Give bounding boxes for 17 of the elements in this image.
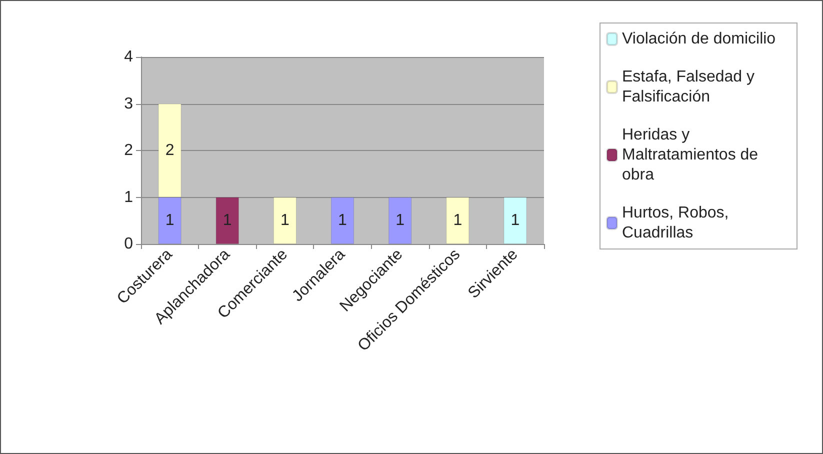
data-label: 1	[453, 212, 462, 230]
data-label: 1	[338, 212, 348, 230]
y-tick-label: 2	[124, 142, 134, 159]
data-label: 1	[280, 212, 290, 230]
y-tick-label: 3	[124, 95, 134, 112]
legend-label: Heridas y Maltratamientos de obra	[622, 126, 763, 184]
y-tick-label: 1	[124, 188, 134, 206]
y-tick-label: 4	[124, 48, 134, 66]
legend-label: Hurtos, Robos, Cuadrillas	[622, 204, 734, 242]
data-label: 1	[165, 212, 174, 230]
data-label: 1	[222, 212, 232, 230]
data-label: 1	[396, 212, 405, 230]
legend-label: Violación de domicilio	[622, 30, 776, 48]
data-label: 1	[510, 212, 520, 230]
y-tick-label: 0	[124, 236, 134, 252]
legend-label: Estafa, Falsedad y Falsificación	[622, 68, 759, 106]
data-label: 2	[165, 142, 174, 159]
